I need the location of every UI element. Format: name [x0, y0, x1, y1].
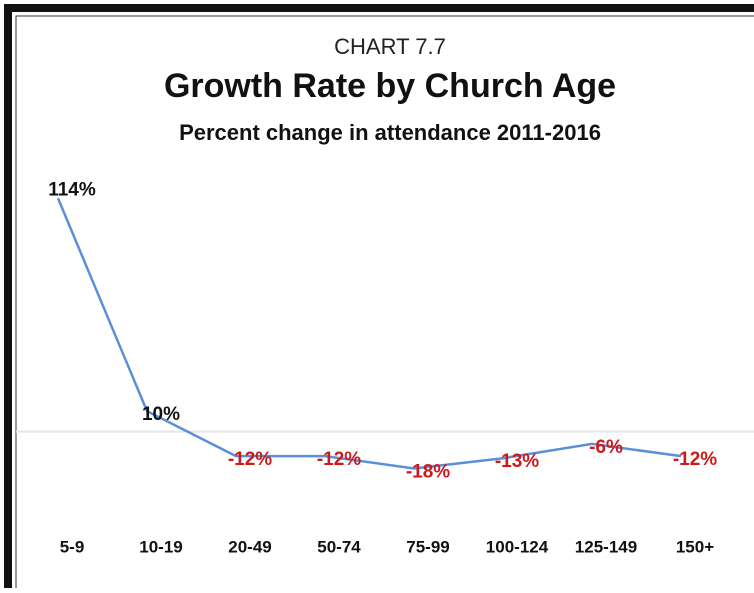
x-tick-label: 10-19	[139, 537, 182, 556]
x-tick-label: 5-9	[60, 537, 85, 556]
x-tick-label: 75-99	[406, 537, 449, 556]
x-tick-label: 20-49	[228, 537, 271, 556]
x-tick-label: 50-74	[317, 537, 361, 556]
data-label: -12%	[317, 449, 361, 470]
data-label: -12%	[228, 449, 272, 470]
frame-inner	[15, 15, 754, 588]
data-label: 10%	[142, 404, 180, 425]
x-tick-label: 150+	[676, 537, 714, 556]
chart-title: Growth Rate by Church Age	[164, 67, 616, 105]
chart-subtitle: Percent change in attendance 2011-2016	[179, 120, 601, 145]
frame	[4, 4, 754, 588]
series-line	[56, 197, 682, 470]
x-tick-label: 100-124	[486, 537, 549, 556]
chart-kicker: CHART 7.7	[334, 34, 446, 59]
data-label: 114%	[48, 179, 96, 200]
data-label: -18%	[406, 461, 450, 482]
data-label: -6%	[589, 437, 623, 458]
x-tick-label: 125-149	[575, 537, 637, 556]
data-label: -12%	[673, 449, 717, 470]
data-label: -13%	[495, 451, 539, 472]
